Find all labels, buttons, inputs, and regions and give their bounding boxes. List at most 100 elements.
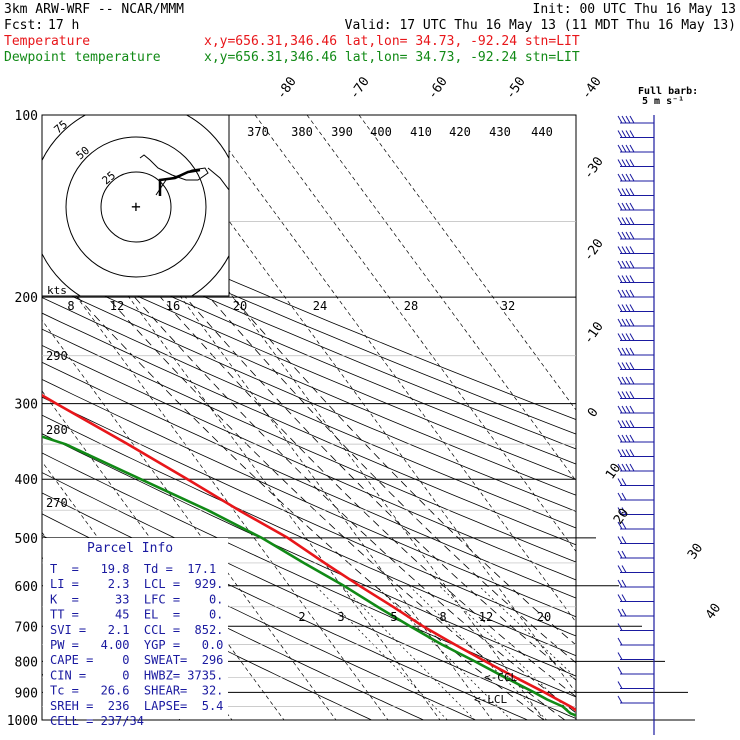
temperature-profile — [42, 393, 576, 712]
full-barb-label: Full barb: — [638, 86, 698, 97]
dry-adiabat — [42, 472, 576, 719]
isotherm-label: -50 — [503, 74, 529, 102]
wind-barb — [617, 115, 654, 124]
dry-adiabat — [42, 452, 576, 698]
parcel-info-row: LI = 2.3 LCL = 929. — [50, 577, 223, 591]
pressure-label: 200 — [15, 291, 38, 306]
hodograph-center-mark: + — [131, 197, 141, 216]
forecast-hour: 17 h — [48, 18, 79, 33]
wind-barb — [617, 579, 654, 588]
pressure-label: 700 — [15, 620, 38, 635]
hodo-kts-label: kts — [47, 284, 67, 297]
isotherm — [254, 115, 576, 553]
moist-adiabat — [184, 296, 576, 681]
hodo-speed-label: 28 — [404, 299, 418, 313]
dry-adiabat — [42, 312, 576, 546]
pressure-label: 300 — [15, 398, 38, 413]
wind-barb — [617, 144, 654, 153]
isotherm-label: -40 — [579, 74, 605, 102]
wind-barb — [617, 695, 654, 704]
theta-label: 370 — [247, 125, 269, 139]
parcel-info-title: Parcel Info — [87, 541, 173, 556]
wind-barb — [617, 463, 654, 472]
wind-barb — [617, 391, 654, 399]
wind-barb — [617, 565, 654, 573]
lcl-marker: <-LCL — [474, 693, 507, 706]
theta-label: 430 — [489, 125, 511, 139]
isotherm-label-right: 20 — [611, 506, 632, 527]
full-barb-units: 5 m s⁻¹ — [642, 96, 684, 107]
parcel-info-row: PW = 4.00 YGP = 0.0 — [50, 638, 223, 652]
isotherm — [0, 102, 33, 733]
theta-label-left: 270 — [46, 496, 68, 510]
dewpoint-profile — [42, 435, 576, 717]
wind-barb — [617, 304, 654, 312]
moist-adiabat — [208, 296, 576, 664]
hodo-speed-label: 24 — [313, 299, 327, 313]
isotherm-label-right: 0 — [585, 405, 602, 420]
profiles — [42, 393, 576, 717]
isotherm-label: -60 — [425, 74, 451, 102]
wind-barb — [617, 550, 654, 559]
parcel-info-row: SVI = 2.1 CCL = 852. — [50, 623, 223, 637]
hodo-speed-label: 12 — [110, 299, 124, 313]
wind-barb — [617, 478, 654, 486]
isotherm-label-right: 40 — [703, 601, 724, 622]
dry-adiabat — [42, 210, 576, 435]
theta-label: 440 — [531, 125, 553, 139]
wind-barb — [617, 173, 654, 182]
wind-barb — [617, 492, 654, 501]
isotherm-label-right: -20 — [581, 236, 607, 264]
dry-adiabat — [42, 266, 576, 496]
hodograph-inset: + 75 50 25 — [41, 114, 230, 297]
mixing-ratio-line — [375, 585, 512, 720]
pressure-label: 100 — [15, 109, 38, 124]
mixing-ratio-label: 3 — [337, 610, 344, 624]
moist-adiabat — [232, 296, 576, 646]
wind-barb-column — [617, 115, 655, 735]
hodo-speed-label: 8 — [67, 299, 74, 313]
theta-label: 380 — [291, 125, 313, 139]
wind-barb — [617, 289, 654, 298]
wind-barb — [617, 376, 654, 385]
dry-adiabat — [42, 379, 576, 618]
hodo-speed-label: 20 — [233, 299, 247, 313]
dewpoint-legend: Dewpoint temperature — [4, 50, 161, 65]
dry-adiabat — [42, 396, 576, 637]
dry-adiabat — [42, 361, 576, 599]
mixing-ratio-line — [409, 585, 547, 720]
wind-barb — [617, 608, 654, 617]
hodograph-tail — [207, 167, 229, 191]
hodograph-trace-lower — [158, 168, 201, 196]
wind-barb — [617, 449, 654, 457]
pressure-label: 400 — [15, 473, 38, 488]
wind-barb — [617, 246, 654, 254]
pressure-label: 500 — [15, 532, 38, 547]
parcel-info-row: K = 33 LFC = 0. — [50, 592, 223, 606]
theta-label: 410 — [410, 125, 432, 139]
wind-barb — [617, 260, 654, 269]
pressure-label: 600 — [15, 580, 38, 595]
wind-barb — [617, 130, 654, 138]
wind-barb — [617, 594, 654, 602]
wind-barb — [617, 652, 654, 660]
isotherm-label: -80 — [274, 74, 300, 102]
parcel-info-box: Parcel Info T = 19.8 Td = 17.1LI = 2.3 L… — [43, 538, 228, 728]
wind-barb — [617, 318, 654, 327]
dry-adiabat — [42, 238, 576, 465]
dewpoint-info: x,y=656.31,346.46 lat,lon= 34.73, -92.24… — [204, 50, 580, 65]
mixing-ratio-label: 8 — [439, 610, 446, 624]
isotherm — [358, 115, 576, 411]
mixing-ratio-line — [439, 585, 576, 719]
wind-barb — [617, 637, 654, 646]
ccl-marker: <-CCL — [484, 671, 517, 684]
hodograph-background — [41, 114, 230, 297]
dry-adiabat — [42, 252, 576, 480]
wind-barb — [617, 681, 654, 689]
pressure-label: 900 — [15, 686, 38, 701]
isotherm-label-right: 30 — [685, 541, 706, 562]
theta-label: 400 — [370, 125, 392, 139]
mixing-ratio-label: 5 — [390, 610, 397, 624]
wind-barb — [617, 202, 654, 211]
